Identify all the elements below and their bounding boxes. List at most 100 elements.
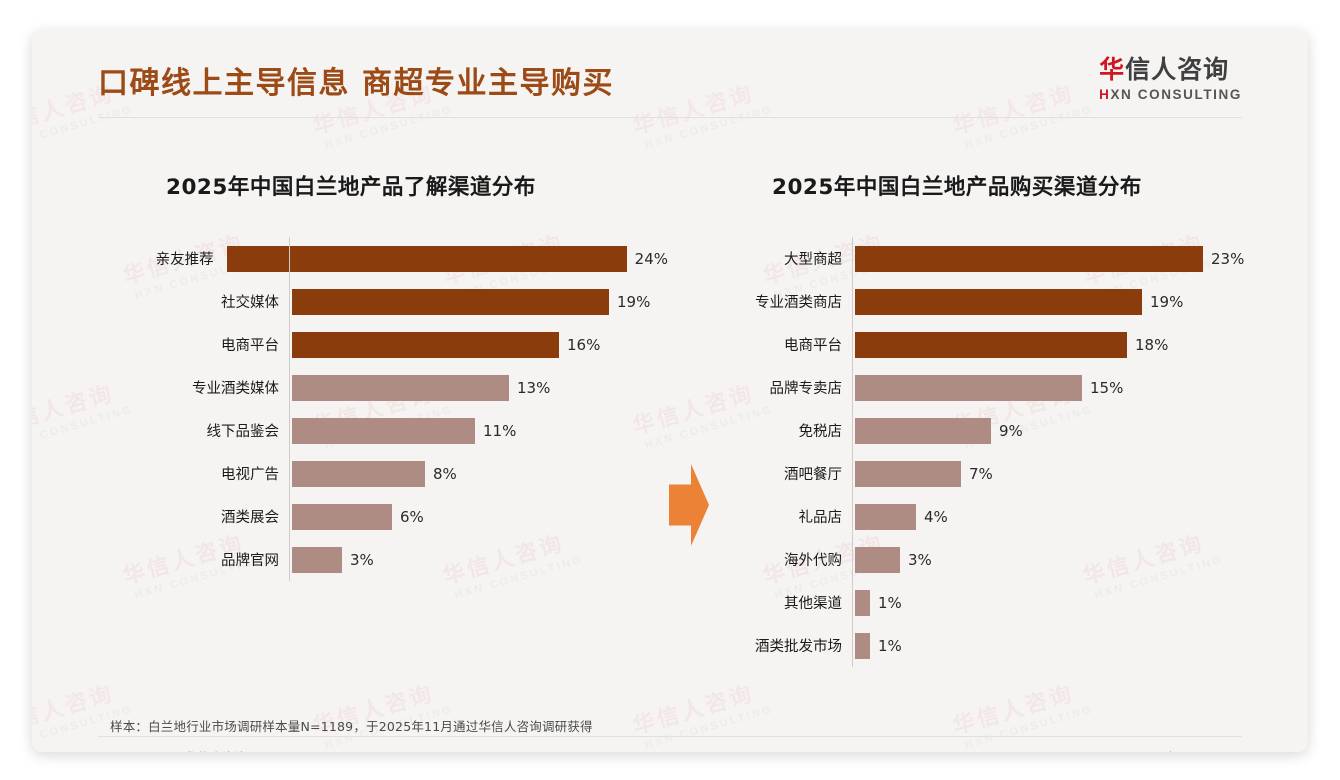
chart-title-purchase: 2025年中国白兰地产品购买渠道分布 [772,175,1142,200]
bar-track: 1% [852,632,1272,659]
flow-arrow-right-icon [669,464,709,546]
bar-value-label: 4% [924,507,948,526]
logo-chinese: 华信人咨询 [1099,56,1242,84]
logo-chinese-rest: 信人咨询 [1125,55,1230,84]
bar-rows-purchase: 大型商超 23% 专业酒类商店 19% 电商平台 18% 品牌专卖店 15% 免税店 9% 酒吧餐厅… [732,237,1272,667]
bar-row: 专业酒类商店 19% [732,280,1272,323]
bar-row: 亲友推荐 24% [98,237,668,280]
bar [855,417,991,444]
bar-track: 16% [289,331,668,358]
logo-accent-char: 华 [1099,55,1126,84]
bar-row: 酒类批发市场 1% [732,624,1272,667]
bar-value-label: 16% [567,335,601,354]
bar-track: 19% [289,288,668,315]
bar-track: 1% [852,589,1272,616]
bar-category-label: 海外代购 [784,553,842,569]
bar-category-label: 酒类批发市场 [755,639,842,655]
bar [855,288,1142,315]
bar-category-label: 礼品店 [798,510,843,526]
bar-row: 品牌官网 3% [98,538,668,581]
logo-english-accent: H [1099,86,1111,102]
bar [226,245,627,272]
bar [855,632,870,659]
bar-category-label: 其他渠道 [784,596,842,612]
chart-plot-purchase: 大型商超 23% 专业酒类商店 19% 电商平台 18% 品牌专卖店 15% 免税店 9% 酒吧餐厅… [732,237,1272,667]
bar [855,460,961,487]
chart-axis-purchase [852,237,853,667]
bar-track: 13% [289,374,668,401]
bar [855,245,1203,272]
bar-track: 11% [289,417,668,444]
bar [855,374,1082,401]
bar-category-label: 酒吧餐厅 [784,467,842,483]
bar-track: 24% [224,245,668,272]
bar-track: 9% [852,417,1272,444]
bar-category-label: 酒类展会 [221,510,279,526]
slide-footer: ©2026.1 HXR华信人咨询 www.hxrcon.com [98,742,1242,753]
bar-value-label: 9% [999,421,1023,440]
bar-value-label: 15% [1090,378,1124,397]
bar-row: 品牌专卖店 15% [732,366,1272,409]
bar-row: 酒类展会 6% [98,495,668,538]
bar-track: 3% [289,546,668,573]
bar-value-label: 19% [1150,292,1184,311]
bar-track: 18% [852,331,1272,358]
bar-category-label: 线下品鉴会 [206,424,280,440]
bar-row: 酒吧餐厅 7% [732,452,1272,495]
bar-category-label: 电商平台 [221,338,279,354]
bar-track: 3% [852,546,1272,573]
bar [292,331,559,358]
bar-category-label: 品牌官网 [221,553,279,569]
bar-value-label: 8% [433,464,457,483]
bar-value-label: 7% [969,464,993,483]
bar-track: 4% [852,503,1272,530]
bar [292,546,342,573]
bar-row: 其他渠道 1% [732,581,1272,624]
company-logo: 华信人咨询 HXN CONSULTING [1099,56,1242,102]
chart-panel-purchase: 2025年中国白兰地产品购买渠道分布 大型商超 23% 专业酒类商店 19% 电商平台 1… [732,170,1272,667]
bar-row: 海外代购 3% [732,538,1272,581]
bar-row: 礼品店 4% [732,495,1272,538]
bar-row: 电视广告 8% [98,452,668,495]
bar [855,589,870,616]
bar-value-label: 13% [517,378,551,397]
bar-track: 23% [852,245,1272,272]
bar [292,417,475,444]
bar-value-label: 3% [908,550,932,569]
bar-value-label: 11% [483,421,517,440]
chart-plot-awareness: 亲友推荐 24% 社交媒体 19% 电商平台 16% 专业酒类媒体 13% 线下品鉴会 11% 电视… [98,237,668,581]
bar-rows-awareness: 亲友推荐 24% 社交媒体 19% 电商平台 16% 专业酒类媒体 13% 线下品鉴会 11% 电视… [98,237,668,581]
footer-copyright: ©2026.1 HXR华信人咨询 [98,747,247,753]
bar [855,503,916,530]
chart-panel-awareness: 2025年中国白兰地产品了解渠道分布 亲友推荐 24% 社交媒体 19% 电商平台 16%… [98,170,668,581]
bar-category-label: 免税店 [798,424,843,440]
bar-row: 线下品鉴会 11% [98,409,668,452]
bar-track: 19% [852,288,1272,315]
chart-axis-awareness [289,237,290,581]
bar-category-label: 专业酒类商店 [755,295,842,311]
bar-category-label: 专业酒类媒体 [192,381,279,397]
bar-row: 大型商超 23% [732,237,1272,280]
logo-english: HXN CONSULTING [1099,87,1242,102]
bar-category-label: 大型商超 [784,252,842,268]
source-footnote: 样本：白兰地行业市场调研样本量N=1189，于2025年11月通过华信人咨询调研… [110,719,593,734]
logo-english-rest: XN CONSULTING [1110,86,1242,102]
bar-category-label: 社交媒体 [221,295,279,311]
bar [292,288,609,315]
bar-category-label: 亲友推荐 [155,252,214,268]
bar-track: 6% [289,503,668,530]
bar-category-label: 电视广告 [221,467,279,483]
bar-value-label: 19% [617,292,651,311]
footer-website: www.hxrcon.com [1135,749,1242,753]
page-title: 口碑线上主导信息 商超专业主导购买 [98,66,614,101]
header-divider [98,117,1242,118]
bar-value-label: 6% [400,507,424,526]
bar-category-label: 品牌专卖店 [769,381,843,397]
bar [855,546,900,573]
bar-row: 专业酒类媒体 13% [98,366,668,409]
bar-value-label: 24% [634,249,668,268]
bar-value-label: 18% [1135,335,1169,354]
bar [292,374,509,401]
